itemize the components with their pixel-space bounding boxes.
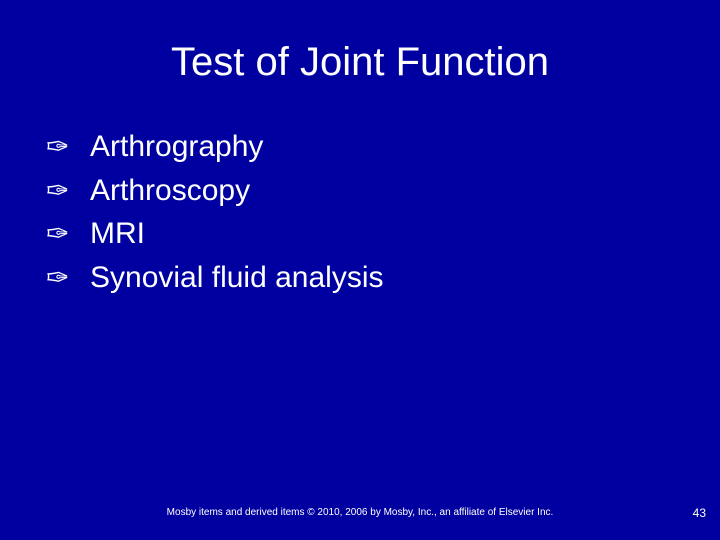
list-item-text: MRI <box>90 215 145 253</box>
footer-copyright: Mosby items and derived items © 2010, 20… <box>0 507 720 518</box>
list-item-text: Arthroscopy <box>90 172 250 210</box>
list-item: ✑ MRI <box>46 215 680 253</box>
slide: Test of Joint Function ✑ Arthrography ✑ … <box>0 0 720 540</box>
list-item: ✑ Synovial fluid analysis <box>46 259 680 297</box>
list-item-text: Synovial fluid analysis <box>90 259 383 297</box>
bullet-icon: ✑ <box>46 131 90 165</box>
list-item-text: Arthrography <box>90 128 263 166</box>
slide-title: Test of Joint Function <box>0 40 720 85</box>
list-item: ✑ Arthroscopy <box>46 172 680 210</box>
bullet-icon: ✑ <box>46 175 90 209</box>
list-item: ✑ Arthrography <box>46 128 680 166</box>
page-number: 43 <box>693 506 706 520</box>
bullet-icon: ✑ <box>46 218 90 252</box>
bullet-list: ✑ Arthrography ✑ Arthroscopy ✑ MRI ✑ Syn… <box>46 128 680 302</box>
bullet-icon: ✑ <box>46 262 90 296</box>
